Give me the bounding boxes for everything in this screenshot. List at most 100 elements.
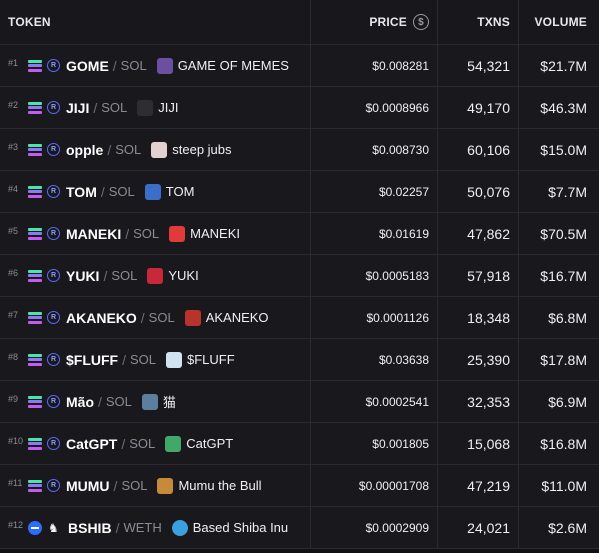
table-row[interactable]: #4 R TOM / SOL TOM $0.02257 50,076 $7.7M <box>0 171 599 213</box>
raydium-dex-icon: R <box>47 353 60 366</box>
header-volume-label: VOLUME <box>534 15 587 29</box>
table-row[interactable]: #1 R GOME / SOL GAME OF MEMES $0.008281 … <box>0 45 599 87</box>
currency-toggle-icon[interactable]: $ <box>413 14 429 30</box>
token-cell: #10 R CatGPT / SOL CatGPT <box>0 423 311 464</box>
pair-divider: / <box>93 99 98 116</box>
volume-value: $6.8M <box>548 309 587 326</box>
volume-cell: $7.7M <box>519 171 599 212</box>
txns-cell: 24,021 <box>438 507 519 548</box>
solana-chain-icon <box>28 185 42 198</box>
header-token[interactable]: TOKEN <box>0 0 311 44</box>
token-name: JIJI <box>158 100 179 115</box>
token-name: $FLUFF <box>187 352 235 367</box>
volume-value: $2.6M <box>548 519 587 536</box>
token-avatar <box>147 267 164 284</box>
token-cell: #11 R MUMU / SOL Mumu the Bull <box>0 465 311 506</box>
solana-chain-icon <box>28 143 42 156</box>
solana-chain-icon <box>28 437 42 450</box>
volume-value: $16.7M <box>540 267 587 284</box>
table-row[interactable]: #6 R YUKI / SOL YUKI $0.0005183 57,918 $… <box>0 255 599 297</box>
token-symbol: BSHIB <box>68 519 112 536</box>
raydium-dex-icon: R <box>47 143 60 156</box>
price-cell: $0.0002541 <box>311 381 438 422</box>
txns-value: 57,918 <box>467 267 510 284</box>
token-avatar <box>165 435 182 452</box>
token-symbol: opple <box>66 141 104 158</box>
price-value: $0.0008966 <box>365 100 429 115</box>
volume-cell: $2.6M <box>519 507 599 548</box>
volume-cell: $6.8M <box>519 297 599 338</box>
solana-chain-icon <box>28 311 42 324</box>
table-body: #1 R GOME / SOL GAME OF MEMES $0.008281 … <box>0 45 599 549</box>
token-avatar <box>144 183 161 200</box>
quote-symbol: SOL <box>105 394 132 409</box>
volume-value: $11.0M <box>541 477 587 494</box>
quote-symbol: SOL <box>130 352 157 367</box>
solana-chain-icon <box>28 395 42 408</box>
volume-value: $6.9M <box>548 393 587 410</box>
token-name: MANEKI <box>190 226 240 241</box>
price-value: $0.008281 <box>372 58 429 73</box>
token-cell: #1 R GOME / SOL GAME OF MEMES <box>0 45 311 86</box>
solana-chain-icon <box>28 353 42 366</box>
rank-label: #7 <box>8 309 19 320</box>
table-row[interactable]: #2 R JIJI / SOL JIJI $0.0008966 49,170 $… <box>0 87 599 129</box>
solana-chain-icon <box>28 101 42 114</box>
volume-value: $15.0M <box>540 141 587 158</box>
pair-divider: / <box>112 57 117 74</box>
txns-cell: 60,106 <box>438 129 519 170</box>
table-row[interactable]: #10 R CatGPT / SOL CatGPT $0.001805 15,0… <box>0 423 599 465</box>
txns-value: 15,068 <box>467 435 510 452</box>
pair-divider: / <box>98 393 102 410</box>
rank-label: #6 <box>8 267 19 278</box>
quote-symbol: SOL <box>148 310 175 325</box>
rank-label: #2 <box>8 99 19 110</box>
volume-cell: $70.5M <box>519 213 599 254</box>
txns-value: 32,353 <box>467 393 510 410</box>
token-cell: #7 R AKANEKO / SOL AKANEKO <box>0 297 311 338</box>
token-avatar <box>157 477 174 494</box>
pair-divider: / <box>115 519 120 536</box>
volume-value: $7.7M <box>548 183 587 200</box>
txns-cell: 54,321 <box>438 45 519 86</box>
txns-value: 24,021 <box>467 519 510 536</box>
table-row[interactable]: #5 R MANEKI / SOL MANEKI $0.01619 47,862… <box>0 213 599 255</box>
rank-label: #11 <box>8 477 23 488</box>
token-avatar <box>141 393 158 410</box>
table-row[interactable]: #11 R MUMU / SOL Mumu the Bull $0.000017… <box>0 465 599 507</box>
header-price[interactable]: PRICE $ <box>311 0 438 44</box>
table-row[interactable]: #7 R AKANEKO / SOL AKANEKO $0.0001126 18… <box>0 297 599 339</box>
token-cell: #4 R TOM / SOL TOM <box>0 171 311 212</box>
token-avatar <box>137 99 154 116</box>
price-cell: $0.001805 <box>311 423 438 464</box>
token-name: Mumu the Bull <box>178 478 262 493</box>
price-cell: $0.008281 <box>311 45 438 86</box>
solana-chain-icon <box>28 269 42 282</box>
table-row[interactable]: #12 ♞ BSHIB / WETH Based Shiba Inu $0.00… <box>0 507 599 549</box>
quote-symbol: SOL <box>111 268 138 283</box>
token-cell: #12 ♞ BSHIB / WETH Based Shiba Inu <box>0 507 311 548</box>
volume-cell: $17.8M <box>519 339 599 380</box>
table-row[interactable]: #8 R $FLUFF / SOL $FLUFF $0.03638 25,390… <box>0 339 599 381</box>
table-row[interactable]: #9 R Mão / SOL 猫 $0.0002541 32,353 $6.9M <box>0 381 599 423</box>
rank-label: #9 <box>8 393 19 404</box>
txns-cell: 50,076 <box>438 171 519 212</box>
token-symbol: Mão <box>66 393 94 410</box>
pair-divider: / <box>125 225 130 242</box>
volume-cell: $46.3M <box>519 87 599 128</box>
pair-divider: / <box>113 477 118 494</box>
token-cell: #6 R YUKI / SOL YUKI <box>0 255 311 296</box>
solana-chain-icon <box>28 479 42 492</box>
quote-symbol: SOL <box>115 142 142 157</box>
table-row[interactable]: #3 R opple / SOL steep jubs $0.008730 60… <box>0 129 599 171</box>
raydium-dex-icon: R <box>47 395 60 408</box>
price-cell: $0.0002909 <box>311 507 438 548</box>
token-avatar <box>166 351 183 368</box>
unicorn-dex-icon: ♞ <box>48 520 59 535</box>
volume-cell: $11.0M <box>519 465 599 506</box>
pair-divider: / <box>140 309 145 326</box>
token-name: CatGPT <box>186 436 234 451</box>
header-txns[interactable]: TXNS <box>438 0 519 44</box>
header-volume[interactable]: VOLUME <box>519 0 599 44</box>
token-avatar <box>171 519 188 536</box>
